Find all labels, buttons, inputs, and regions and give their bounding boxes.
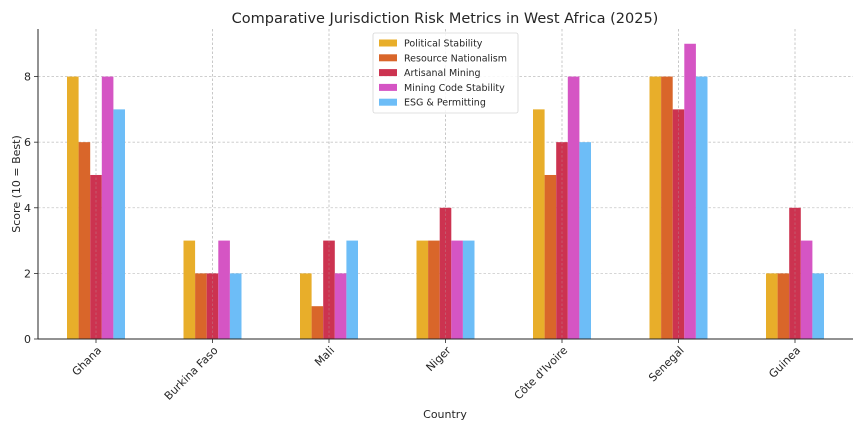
bar: [90, 174, 102, 339]
bar: [416, 240, 429, 339]
bar: [579, 142, 591, 339]
x-tick-label: Côte d'Ivoire: [512, 344, 571, 403]
legend-label: Artisanal Mining: [404, 68, 481, 79]
legend: Political Stability Resource Nationalism A…: [372, 32, 519, 114]
legend-swatch: [379, 83, 397, 91]
y-tick-label: 6: [24, 136, 31, 149]
bar: [462, 240, 475, 339]
legend-label: Political Stability: [404, 39, 483, 50]
bar: [113, 109, 125, 340]
x-tick-label: Mali: [312, 344, 337, 369]
bar: [195, 273, 207, 339]
x-tick-label: Burkina Faso: [162, 344, 221, 403]
bar: [311, 306, 324, 339]
legend-swatch: [379, 54, 397, 62]
y-axis-title: Score (10 = Best): [10, 135, 23, 232]
bar: [229, 273, 242, 339]
bar: [695, 76, 708, 340]
bar: [428, 240, 440, 339]
bar: [334, 273, 347, 339]
bar: [567, 76, 580, 340]
bar: [67, 76, 79, 340]
x-tick-label: Senegal: [646, 344, 687, 385]
x-axis-title: Country: [423, 408, 467, 421]
legend-swatch: [379, 69, 397, 77]
bar: [183, 240, 196, 339]
x-tick-label: Niger: [424, 344, 454, 374]
y-tick-label: 2: [24, 267, 31, 280]
bar: [533, 109, 545, 340]
y-tick-label: 4: [24, 202, 31, 215]
bar: [544, 174, 557, 339]
bar: [777, 273, 790, 339]
legend-label: Resource Nationalism: [404, 53, 507, 64]
bar: [684, 43, 696, 340]
bar: [451, 240, 463, 339]
bar: [800, 240, 813, 339]
bar: [206, 273, 219, 339]
bar: [323, 240, 335, 339]
bars: [67, 29, 824, 340]
x-tick-label: Ghana: [70, 344, 105, 379]
bar: [661, 76, 673, 340]
legend-label: ESG & Permitting: [404, 98, 486, 109]
bar: [812, 273, 824, 339]
bar: [766, 273, 778, 339]
legend-swatch: [379, 39, 397, 47]
bar: [346, 240, 358, 339]
bar: [78, 142, 91, 339]
chart-title: Comparative Jurisdiction Risk Metrics in…: [232, 11, 659, 27]
bar: [101, 76, 114, 340]
y-tick-label: 8: [24, 71, 31, 84]
bar: [218, 240, 230, 339]
bar: [300, 273, 312, 339]
legend-label: Mining Code Stability: [404, 83, 505, 94]
bar: [649, 76, 662, 340]
legend-frame: [372, 32, 519, 114]
legend-swatch: [379, 98, 397, 106]
y-tick-label: 0: [24, 333, 31, 346]
x-tick-label: Guinea: [766, 344, 803, 381]
